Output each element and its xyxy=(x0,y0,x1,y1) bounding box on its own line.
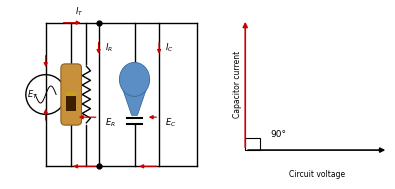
Text: $E_R$: $E_R$ xyxy=(105,117,115,129)
Ellipse shape xyxy=(119,62,150,96)
Text: $I_R$: $I_R$ xyxy=(105,42,113,54)
Text: Capacitor current: Capacitor current xyxy=(233,51,242,118)
Text: $I_T$: $I_T$ xyxy=(75,5,84,18)
Text: Circuit voltage: Circuit voltage xyxy=(289,170,345,179)
Text: $E_T$: $E_T$ xyxy=(27,88,38,101)
Text: 90°: 90° xyxy=(270,130,286,139)
Bar xyxy=(66,92,76,96)
Polygon shape xyxy=(119,79,150,115)
Text: $I_C$: $I_C$ xyxy=(165,42,174,54)
Bar xyxy=(245,138,260,150)
Bar xyxy=(66,96,76,111)
FancyBboxPatch shape xyxy=(61,64,81,125)
Text: $E_C$: $E_C$ xyxy=(165,117,176,129)
